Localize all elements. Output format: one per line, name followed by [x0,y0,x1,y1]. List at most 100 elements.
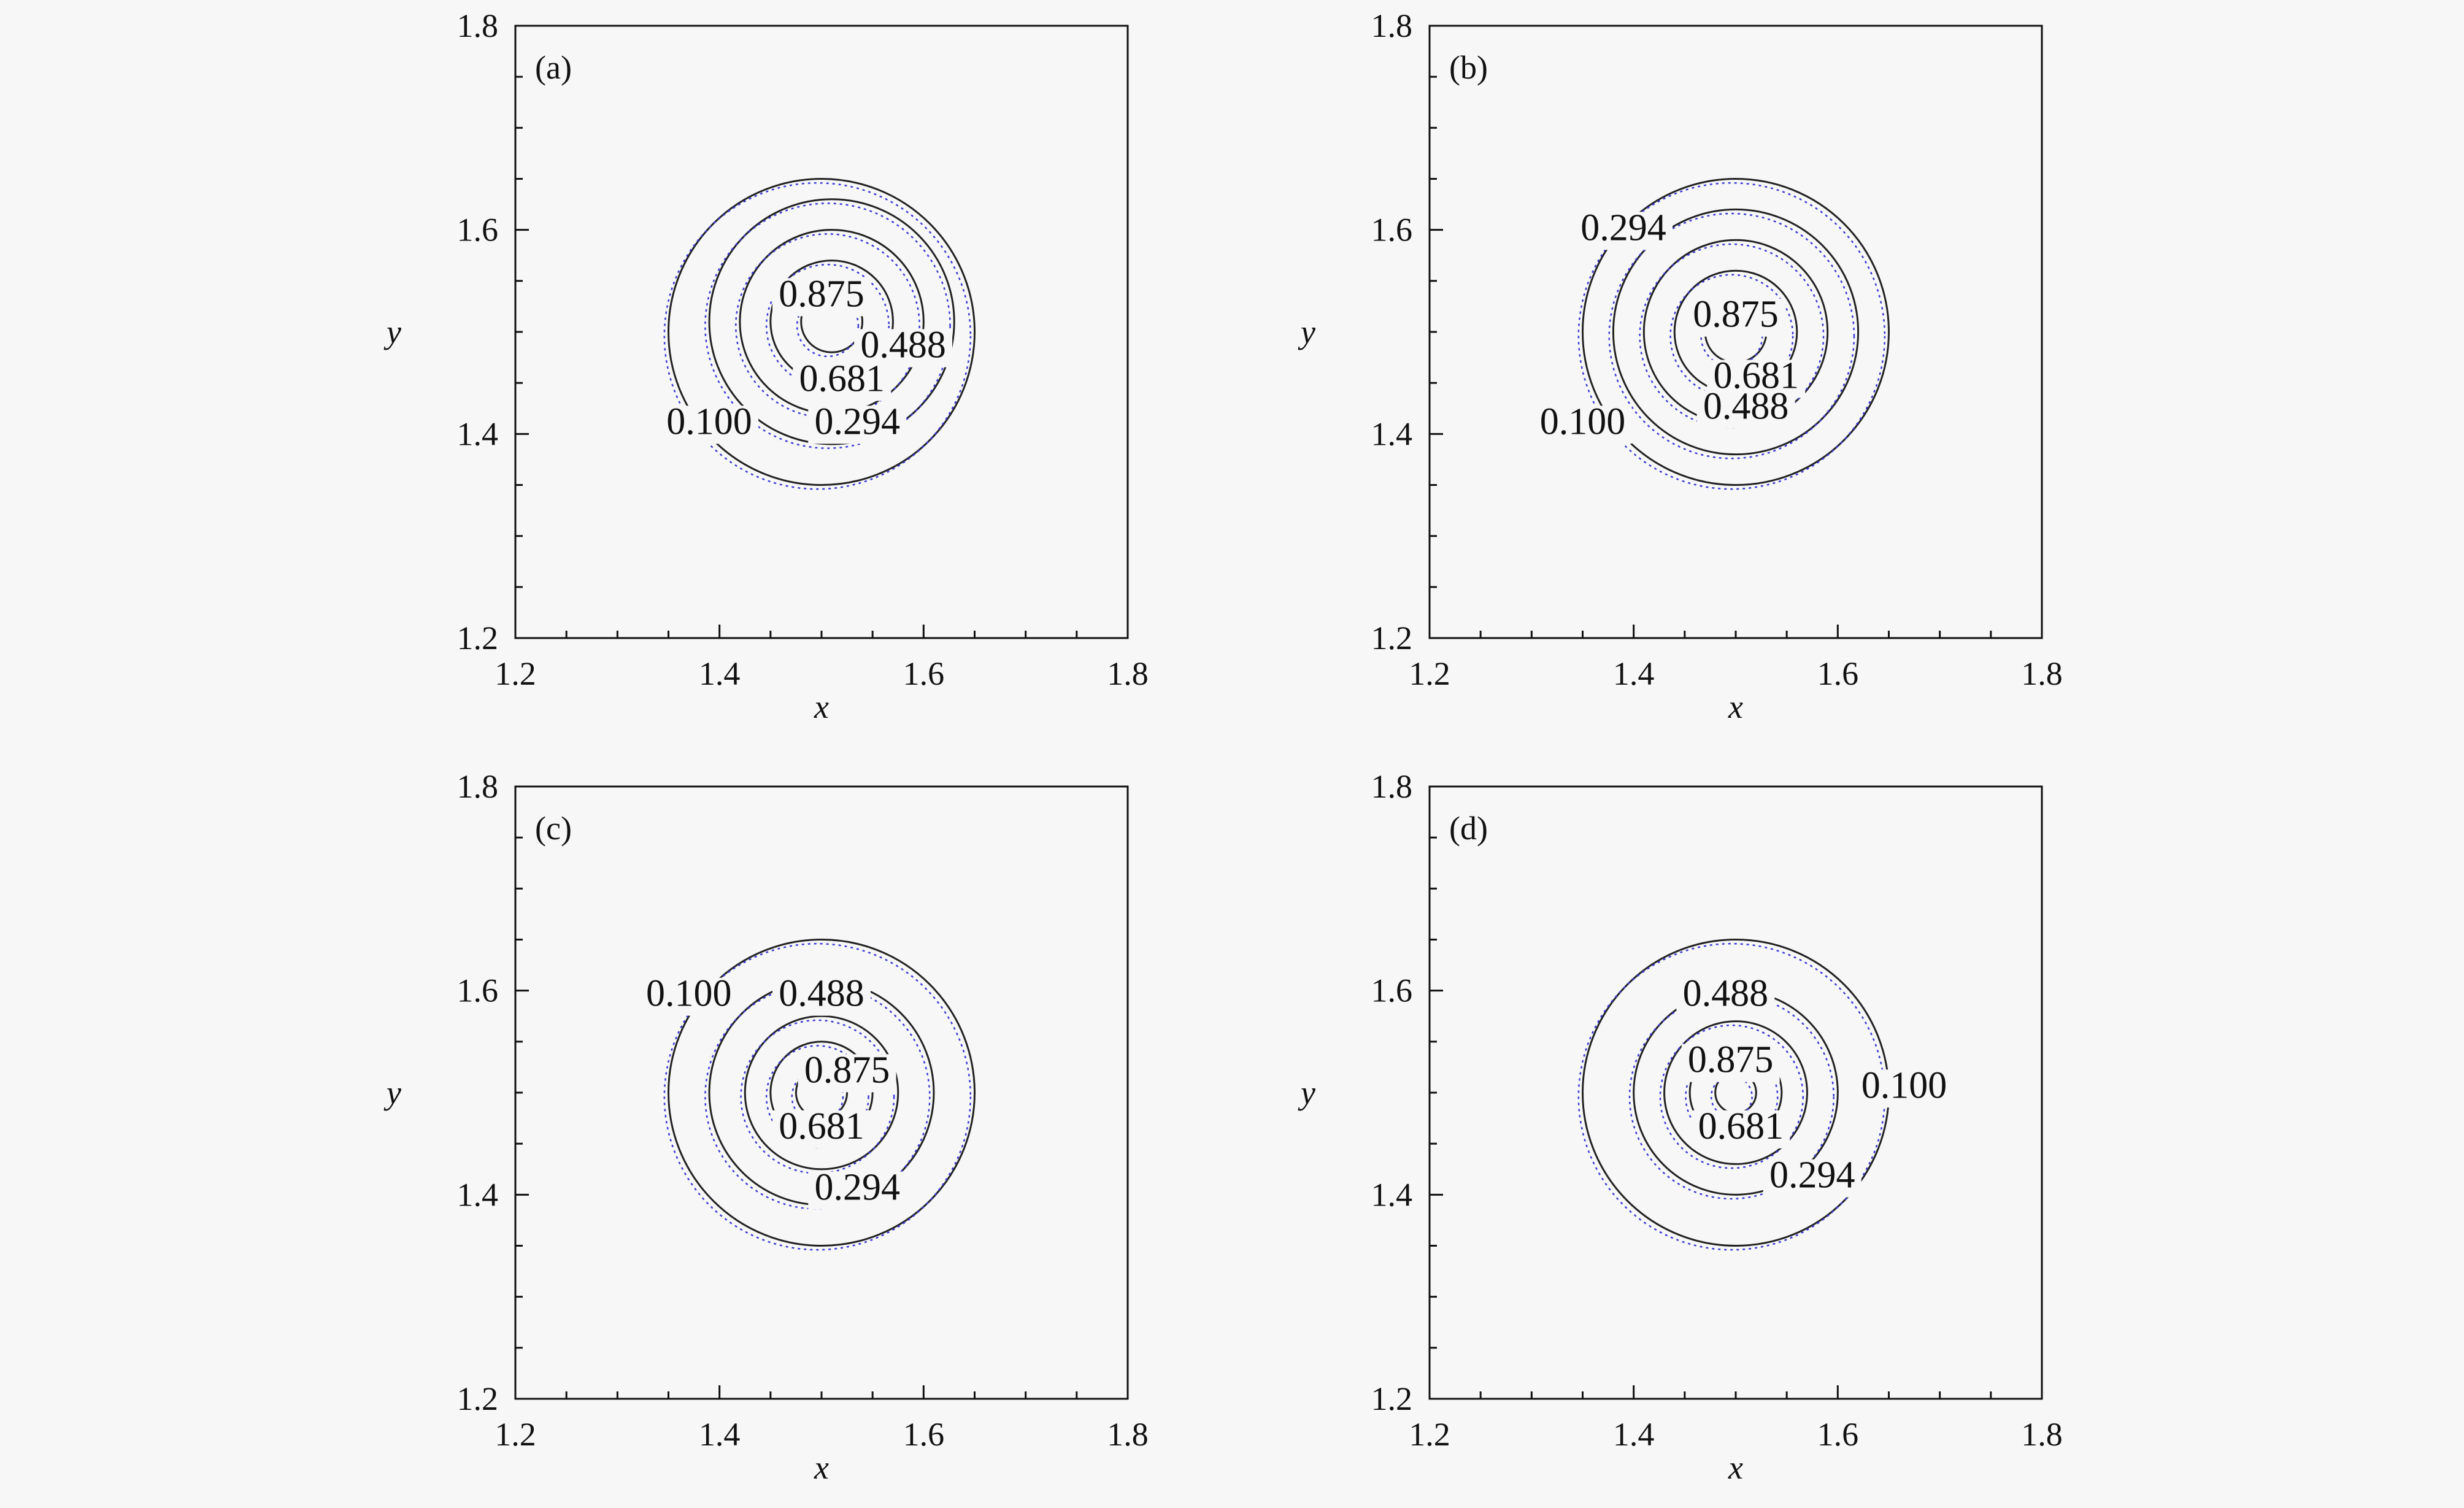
x-tick-label: 1.8 [2021,1416,2063,1453]
x-axis-title: x [1728,688,1743,725]
panels-group: 1.2 1.4 1.6 1.81.21.41.61.8xy(a)0.8750.4880… [383,7,2063,1486]
y-tick-label: 1.6 [1371,972,1413,1009]
y-tick-label: 1.2 [457,620,499,656]
x-tick-label: 1.2 [1409,655,1450,692]
contour-label-bg [772,278,871,317]
y-tick-label: 1.6 [457,972,499,1009]
contour-label-bg [1687,298,1785,337]
panel-b: 1.2 1.4 1.6 1.8 1.2 1.4 1.6 1.8 x y (b) 0.294 0.875 0… [1298,7,2063,725]
contour-label: 0.294 [1769,1155,1855,1196]
contour-label-bg [1676,977,1775,1016]
contour-label-bg [854,329,953,367]
y-tick-label: 1.2 [1371,1380,1413,1417]
x-tick-label: 1.8 [2021,655,2063,692]
contour-line-0.294 [1612,208,1860,456]
contour-label-bg [1696,390,1795,429]
contour-label: 0.294 [814,1167,900,1209]
contour-label: 0.681 [779,1106,864,1147]
x-tick-label: 1.4 [699,1416,741,1453]
panel-label: (a) [535,49,572,86]
y-tick-label: 1.6 [1371,212,1413,248]
y-axis-title: y [383,1074,401,1111]
contour-label-bg [639,977,738,1016]
x-axis-title: x [814,1449,829,1486]
contour-line-0.100 [668,178,976,486]
contour-line-dotted-0.100 [663,942,972,1251]
panel-a: 1.2 1.4 1.6 1.81.21.41.61.8xy(a)0.8750.4880… [383,7,1149,725]
x-tick-label: 1.6 [903,1416,945,1453]
y-tick-label: 1.8 [1371,768,1413,805]
y-axis-title: y [383,314,401,350]
contour-label: 0.100 [646,973,732,1015]
contour-label: 0.681 [799,358,885,399]
x-tick-label: 1.8 [1107,1416,1149,1453]
contour-label: 0.875 [1688,1039,1774,1081]
x-tick-label: 1.6 [1817,1416,1859,1453]
contour-label: 0.294 [814,401,900,442]
y-tick-label: 1.4 [457,415,499,452]
panel-d: 1.2 1.4 1.6 1.8 1.2 1.4 1.6 1.8 x y (d) 0.488 0.875 0… [1298,768,2063,1486]
contour-label: 0.488 [1683,973,1769,1015]
y-tick-label: 1.4 [1371,415,1413,452]
contour-label-bg [808,1171,907,1210]
contour-label-bg [793,363,891,401]
contour-label-bg [1574,212,1673,250]
contour-label: 0.100 [1540,401,1626,442]
y-tick-label: 1.2 [457,1380,499,1417]
x-tick-label: 1.8 [1107,655,1149,692]
y-tick-label: 1.4 [1371,1176,1413,1213]
contour-label: 0.488 [860,325,946,366]
contour-label-bg [772,977,871,1016]
x-axis-title: x [1728,1449,1743,1486]
contour-label-bg [772,1110,871,1148]
x-tick-label: 1.2 [1409,1416,1450,1453]
contour-line-dotted-0.488 [740,1019,895,1174]
contour-line-dotted-0.100 [1577,182,1886,490]
y-tick-label: 1.4 [457,1176,499,1213]
x-tick-label: 1.4 [1613,1416,1655,1453]
contour-line-dotted-0.875 [791,1070,844,1123]
x-tick-label: 1.6 [1817,655,1859,692]
contour-label-bg [808,406,907,444]
contour-line-0.488 [744,1015,899,1171]
contour-label: 0.100 [666,401,752,442]
contour-line-0.294 [708,198,955,445]
contour-line-dotted-0.294 [704,202,951,449]
x-tick-label: 1.4 [699,655,741,692]
contour-line-dotted-0.294 [1608,212,1855,460]
contour-label: 0.875 [779,273,864,315]
y-tick-label: 1.2 [1371,620,1413,656]
y-tick-label: 1.6 [457,212,499,248]
x-tick-label: 1.4 [1613,655,1655,692]
panel-c: 1.2 1.4 1.6 1.8 1.2 1.4 1.6 1.8 x y (c) 0.100 0.488 0… [383,768,1149,1486]
y-tick-label: 1.8 [457,768,499,805]
contour-label-bg [1533,406,1632,444]
panel-label: (d) [1449,810,1488,847]
x-axis-title: x [814,688,829,725]
contour-label: 0.488 [1703,385,1789,427]
contour-label: 0.294 [1580,207,1666,248]
y-axis-title: y [1298,1074,1315,1111]
contour-label: 0.681 [1698,1106,1784,1147]
contour-line-dotted-0.488 [1659,1024,1804,1169]
panel-label: (c) [535,810,572,847]
contour-label-bg [660,406,759,444]
contour-line-0.488 [1663,1020,1808,1165]
x-tick-label: 1.2 [495,655,536,692]
y-tick-label: 1.8 [1371,7,1413,44]
contour-label-bg [798,1054,896,1093]
contour-label-bg [1692,1110,1790,1148]
contour-line-dotted-0.681 [1669,274,1794,398]
x-tick-label: 1.2 [495,1416,536,1453]
contour-line-0.100 [1582,178,1890,486]
contour-label: 0.488 [779,973,864,1015]
x-tick-label: 1.6 [903,655,945,692]
contour-label: 0.681 [1714,355,1800,396]
panel-label: (b) [1449,49,1488,86]
y-tick-label: 1.8 [457,7,499,44]
contour-label: 0.875 [804,1049,890,1091]
contour-line-dotted-0.488 [735,233,920,418]
contour-label-bg [1855,1069,1954,1108]
